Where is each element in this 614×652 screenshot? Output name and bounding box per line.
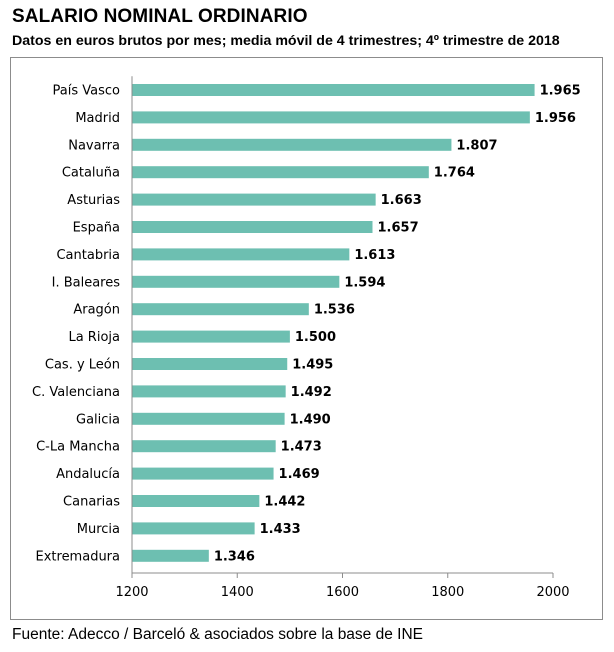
category-label: Cantabria [56,248,120,263]
category-label: Asturias [67,193,120,208]
x-tick-label: 2000 [536,585,569,600]
bar [132,138,452,151]
data-label: 1.663 [381,193,422,208]
x-tick-label: 1600 [326,585,359,600]
data-label: 1.500 [295,330,336,345]
category-label: Madrid [75,111,120,126]
category-label: C. Valenciana [32,385,120,400]
category-label: La Rioja [68,330,120,345]
category-label: Extremadura [36,549,121,564]
bar [132,495,260,507]
bar [132,440,276,453]
bar [132,467,274,480]
data-label: 1.613 [354,248,395,263]
bar [132,84,535,96]
data-label: 1.657 [378,221,419,236]
data-label: 1.346 [214,549,255,564]
bar [132,248,350,261]
data-label: 1.473 [281,440,322,455]
category-label: Galicia [76,412,120,427]
chart-frame [10,57,603,620]
bar [132,522,255,535]
bar [132,193,376,206]
x-tick-label: 1800 [431,585,464,600]
bar [132,330,290,343]
bar [132,221,373,233]
bar [132,358,288,370]
data-label: 1.442 [264,495,305,510]
data-label: 1.536 [314,303,355,318]
bar [132,303,309,316]
data-label: 1.490 [290,412,331,427]
data-label: 1.433 [260,522,301,537]
data-label: 1.965 [540,84,581,99]
bar [132,111,530,124]
category-label: Cataluña [62,166,120,181]
x-tick-label: 1400 [221,585,254,600]
data-label: 1.492 [291,385,332,400]
category-label: Navarra [68,138,120,153]
data-label: 1.807 [456,138,497,153]
category-label: Cas. y León [45,358,120,373]
x-tick-label: 1200 [115,585,148,600]
category-label: C-La Mancha [36,440,120,455]
category-label: España [73,221,120,236]
data-label: 1.469 [279,467,320,482]
data-label: 1.764 [434,166,475,181]
category-label: Aragón [73,303,120,318]
source-note: Fuente: Adecco / Barceló & asociados sob… [12,626,423,643]
data-label: 1.495 [292,358,333,373]
data-label: 1.956 [535,111,576,126]
bar [132,412,285,425]
category-label: Canarias [63,495,120,510]
data-label: 1.594 [344,275,385,290]
bar [132,275,340,288]
bar [132,166,429,179]
category-label: Murcia [77,522,120,537]
chart-title: SALARIO NOMINAL ORDINARIO [12,6,308,27]
category-label: I. Baleares [52,275,121,290]
category-label: Andalucía [56,467,120,482]
bar [132,549,209,562]
category-label: País Vasco [53,84,121,99]
bar [132,385,286,398]
chart-subtitle: Datos en euros brutos por mes; media móv… [12,33,560,49]
